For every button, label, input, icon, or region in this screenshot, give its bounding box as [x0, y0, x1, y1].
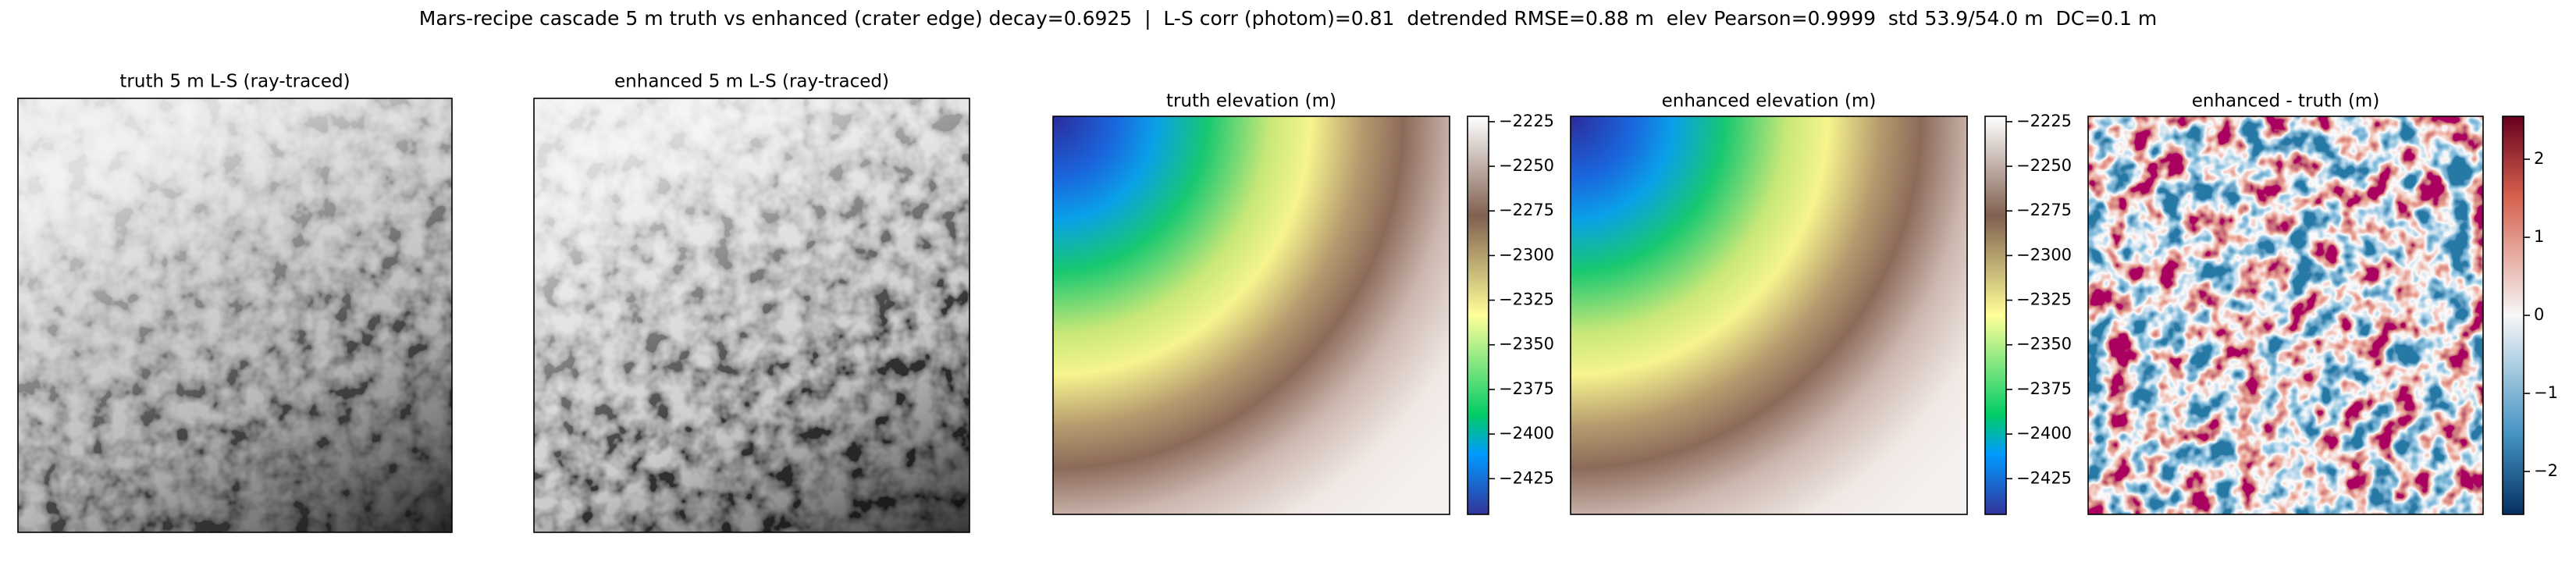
- panel-title: truth elevation (m): [1166, 91, 1336, 112]
- image-frame: [533, 98, 970, 533]
- colorbar-tick-label: 1: [2534, 227, 2544, 246]
- colorbar-tick-label: −2350: [2016, 335, 2072, 354]
- colorbar: [1984, 116, 2007, 515]
- colorbar-tick-label: −2400: [2016, 424, 2072, 443]
- panel-title: truth 5 m L-S (ray-traced): [119, 72, 350, 92]
- image-frame: [1570, 116, 1968, 515]
- colorbar-tick-label: −2325: [1499, 290, 1554, 309]
- colorbar: [2502, 116, 2524, 515]
- colorbar: [1467, 116, 1489, 515]
- colorbar-tick-label: −2425: [1499, 468, 1554, 487]
- panel-title: enhanced - truth (m): [2192, 91, 2380, 112]
- colorbar-tick-label: −2300: [1499, 245, 1554, 264]
- colorbar-tick-label: −2: [2534, 461, 2558, 480]
- panel-title: enhanced elevation (m): [1662, 91, 1877, 112]
- image: [1571, 116, 1967, 514]
- suptitle: Mars-recipe cascade 5 m truth vs enhance…: [419, 7, 2157, 30]
- colorbar-tick-label: 0: [2534, 305, 2544, 324]
- colorbar-tick-label: −2225: [2016, 112, 2072, 130]
- colorbar-tick-label: −2375: [2016, 379, 2072, 398]
- colorbar-tick-label: −2250: [1499, 156, 1554, 175]
- colorbar-tick-label: −2350: [1499, 335, 1554, 354]
- colorbar-tick-label: −2300: [2016, 245, 2072, 264]
- image-frame: [1052, 116, 1450, 515]
- colorbar-tick-label: −2325: [2016, 290, 2072, 309]
- colorbar-tick-label: −2375: [1499, 379, 1554, 398]
- colorbar-tick-label: −2275: [2016, 201, 2072, 219]
- image-texture: [534, 98, 970, 532]
- colorbar-tick-label: −2275: [1499, 201, 1554, 219]
- image-texture: [18, 98, 452, 532]
- image-frame: [17, 98, 453, 533]
- image: [2088, 116, 2483, 514]
- colorbar-tick-label: −2425: [2016, 468, 2072, 487]
- colorbar-tick-label: −2250: [2016, 156, 2072, 175]
- colorbar-tick-label: −2225: [1499, 112, 1554, 130]
- colorbar-tick-label: 2: [2534, 149, 2544, 168]
- colorbar-tick-label: −2400: [1499, 424, 1554, 443]
- image-frame: [2087, 116, 2484, 515]
- colorbar-tick-label: −1: [2534, 383, 2558, 402]
- panel-title: enhanced 5 m L-S (ray-traced): [614, 72, 889, 92]
- image: [1053, 116, 1450, 514]
